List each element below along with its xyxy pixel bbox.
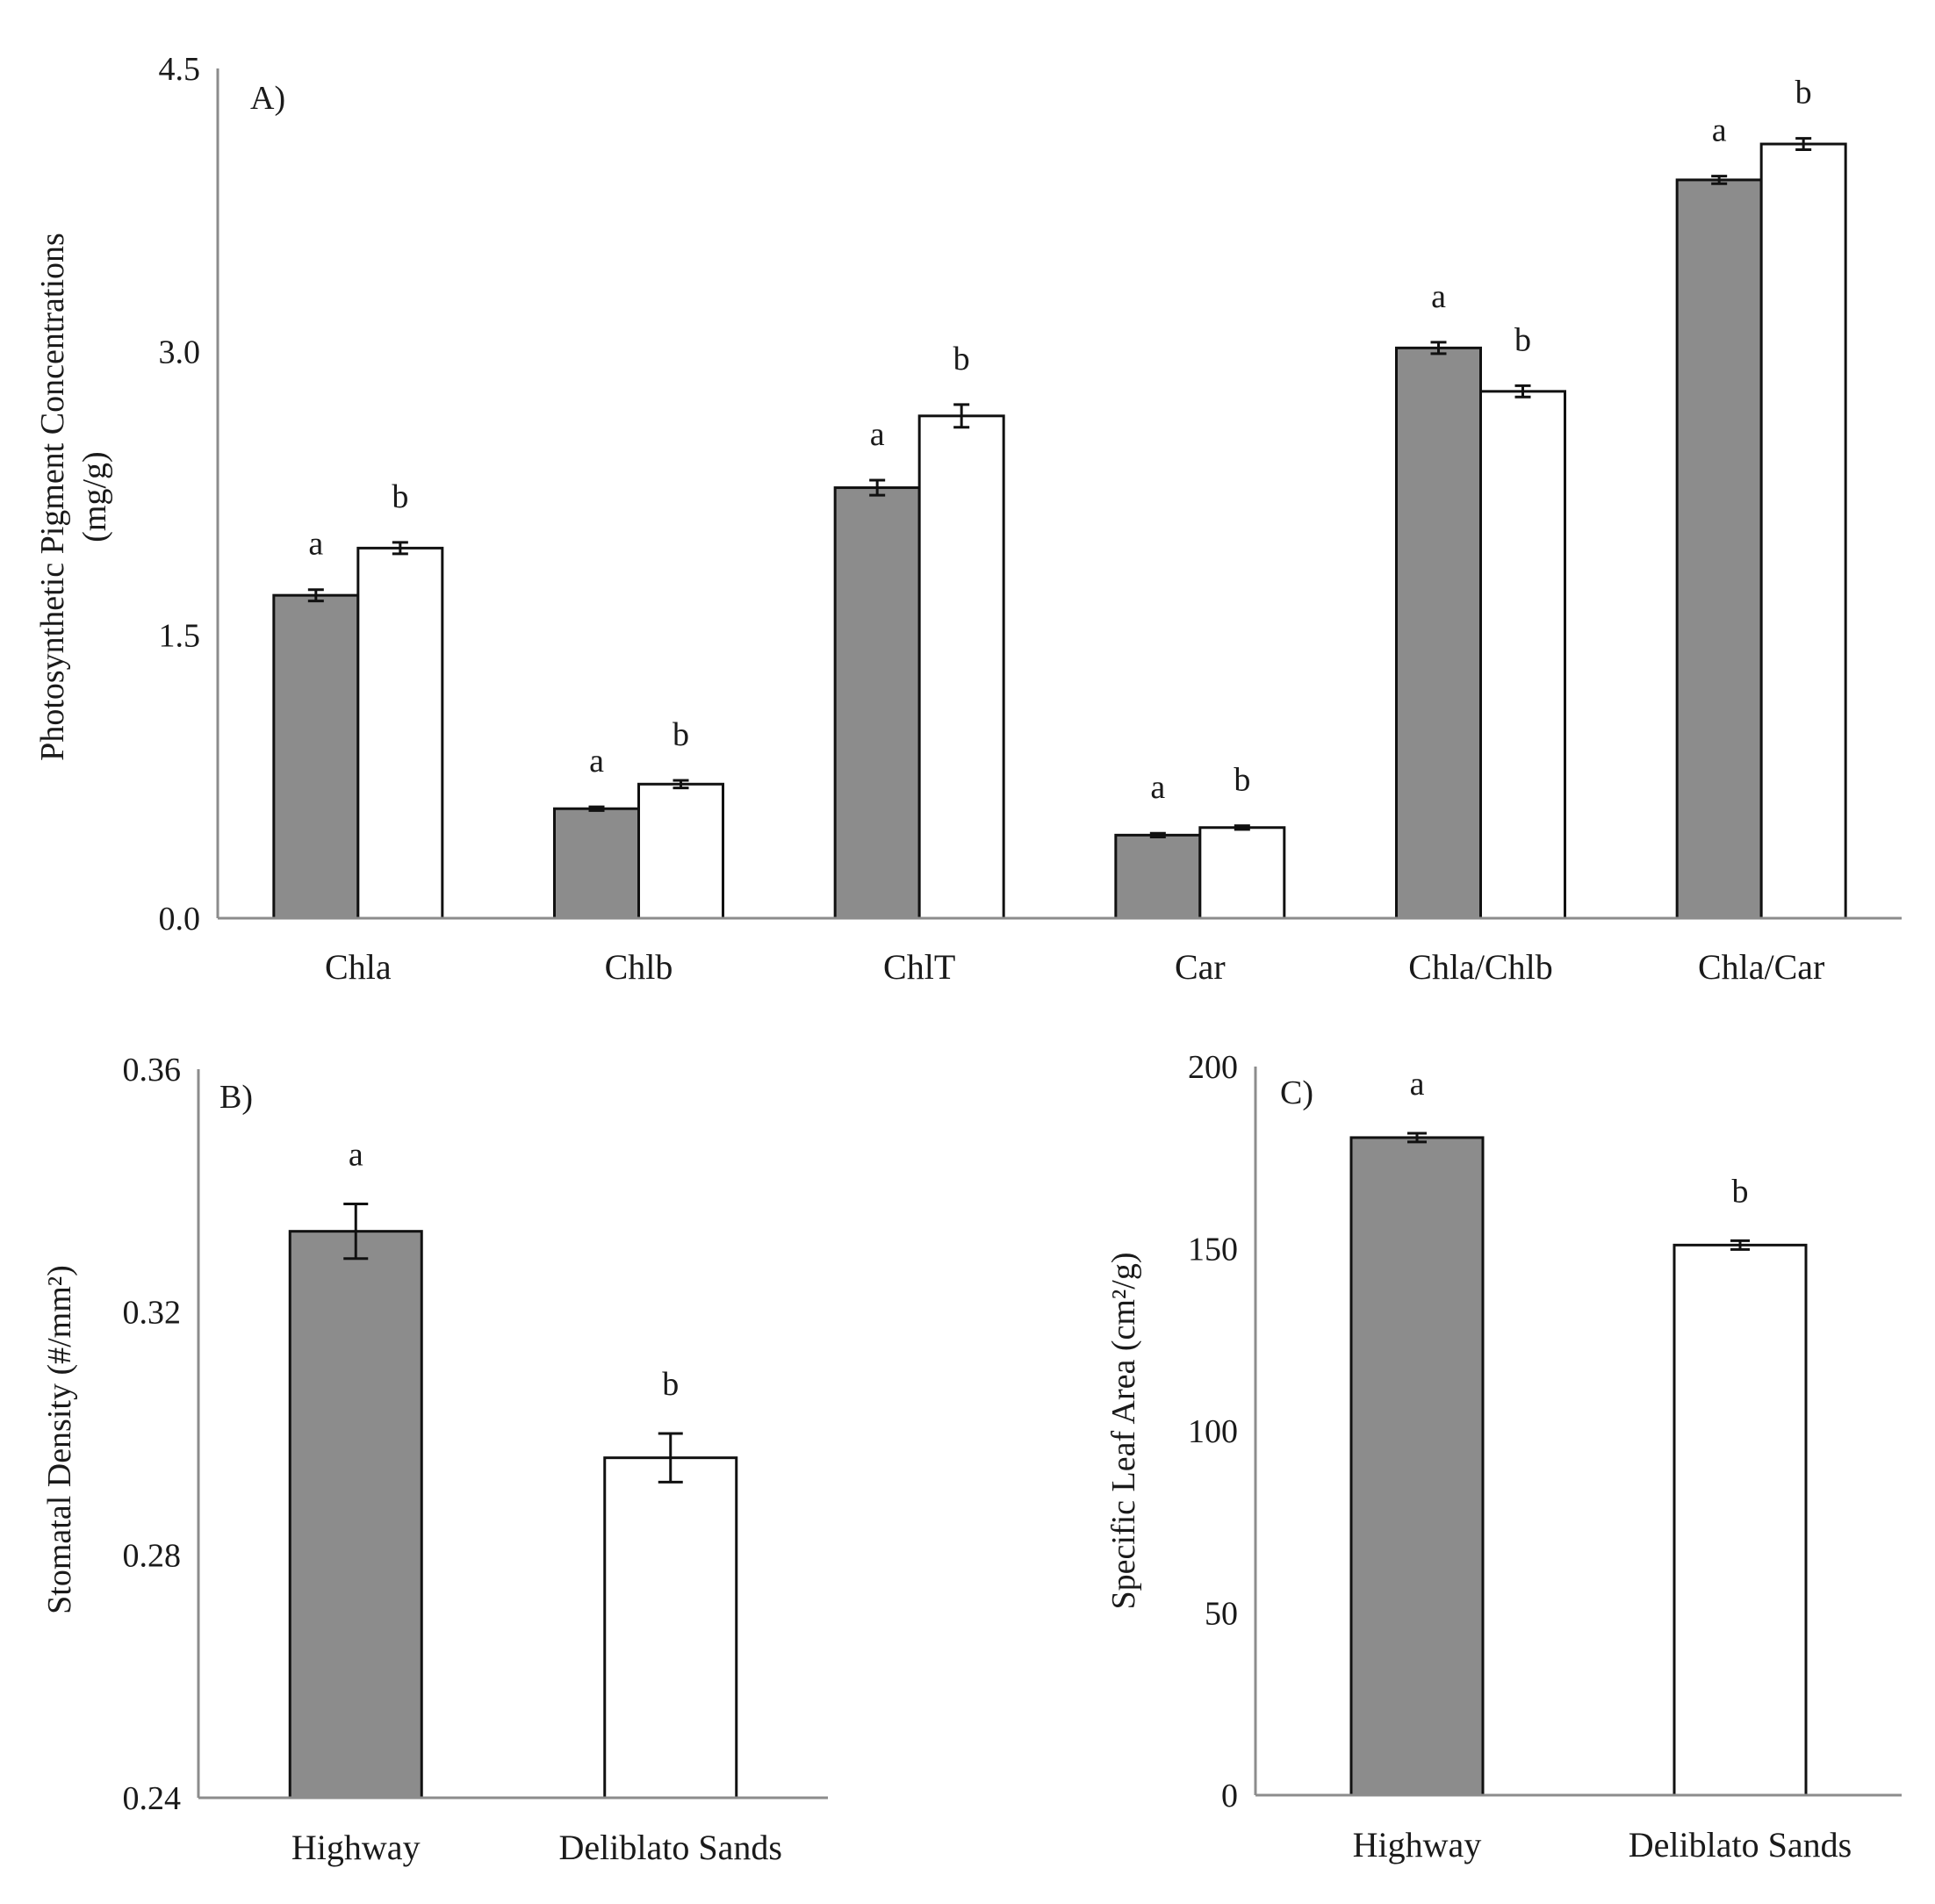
letter-chla-car-deliblato-sands: b — [1795, 75, 1812, 111]
category-label-panel-b-highway: Highway — [291, 1828, 421, 1867]
error-bar-panel-c-deliblato-sands — [1730, 1239, 1750, 1251]
error-bar-panel-b-highway — [343, 1203, 369, 1261]
error-bar-panel-c-highway — [1407, 1132, 1427, 1144]
panel-a-bars — [272, 142, 1847, 920]
letter-chla-car-highway: a — [1712, 112, 1727, 149]
error-bar-chla-deliblato-sands — [392, 541, 408, 556]
letter-chlb-deliblato-sands: b — [673, 716, 689, 753]
panel-c-significance-letters: ab — [1410, 1066, 1749, 1210]
panel-c-label: C) — [1280, 1074, 1313, 1111]
error-bar-car-deliblato-sands — [1234, 824, 1250, 831]
panel-a-significance-letters: a b a b a b a b a b a b — [308, 75, 1811, 807]
letter-chlt-deliblato-sands: b — [953, 341, 970, 377]
panel-c-y-tick-100: 100 — [1188, 1413, 1238, 1450]
panel-b-bars — [288, 1230, 738, 1800]
bar-chlt-highway — [833, 486, 921, 920]
panel-b-label: B) — [219, 1079, 253, 1116]
category-label-chla: Chla — [325, 947, 392, 987]
panel-a-y-tick-1-5: 1.5 — [159, 617, 201, 654]
panel-b-y-tick-0-28: 0.28 — [123, 1537, 182, 1574]
error-bar-chla-car-highway — [1711, 175, 1728, 185]
panel-c-category-labels: Highway Deliblato Sands — [1353, 1825, 1852, 1864]
panel-a-category-labels: Chla Chlb ChlT Car Chla/Chlb Chla/Car — [325, 947, 1824, 987]
error-bar-chlb-deliblato-sands — [673, 779, 689, 790]
bar-chla-car-highway — [1675, 178, 1763, 920]
panel-a-y-axis-title-units: (mg/g) — [76, 451, 113, 542]
letter-car-deliblato-sands: b — [1234, 762, 1250, 799]
bar-panel-c-deliblato-sands — [1672, 1243, 1808, 1797]
panel-a-pigment-chart: A) Photosynthetic Pigment Concentrations… — [34, 51, 1902, 987]
letter-panel-c-highway: a — [1410, 1066, 1425, 1103]
bar-chla-chlb-highway — [1395, 346, 1482, 920]
panel-c-y-axis-title: Specific Leaf Area (cm²/g) — [1105, 1252, 1142, 1609]
panel-c-bars — [1349, 1136, 1808, 1797]
category-label-panel-b-deliblato-sands: Deliblato Sands — [559, 1828, 782, 1867]
category-label-panel-c-deliblato-sands: Deliblato Sands — [1629, 1825, 1852, 1864]
panel-c-y-tick-150: 150 — [1188, 1232, 1238, 1268]
bar-chla-chlb-deliblato-sands — [1479, 390, 1566, 920]
panel-a-y-tick-labels: 0.0 1.5 3.0 4.5 — [159, 51, 201, 938]
error-bar-car-highway — [1149, 831, 1166, 839]
letter-chla-highway: a — [308, 526, 323, 563]
letter-chla-chlb-deliblato-sands: b — [1514, 321, 1531, 358]
panel-a-error-bars — [307, 137, 1812, 839]
letter-chlb-highway: a — [589, 743, 604, 780]
error-bar-chla-chlb-deliblato-sands — [1514, 384, 1531, 399]
category-label-car: Car — [1175, 947, 1226, 987]
panel-b-significance-letters: ab — [349, 1137, 679, 1403]
bar-car-deliblato-sands — [1198, 826, 1286, 920]
letter-panel-c-deliblato-sands: b — [1732, 1173, 1749, 1210]
bar-chla-car-deliblato-sands — [1759, 142, 1847, 920]
panel-c-sla-chart: C) Specific Leaf Area (cm²/g) 0 50 100 150 2… — [1105, 1049, 1902, 1864]
bar-car-highway — [1114, 833, 1202, 920]
panel-c-y-tick-labels: 0 50 100 150 200 — [1188, 1049, 1238, 1814]
error-bar-chla-car-deliblato-sands — [1795, 137, 1812, 151]
category-label-chla-car: Chla/Car — [1698, 947, 1824, 987]
bar-chla-deliblato-sands — [356, 546, 444, 920]
category-label-panel-c-highway: Highway — [1353, 1825, 1482, 1864]
panel-b-y-axis-title: Stomatal Density (#/mm²) — [41, 1265, 78, 1614]
panel-b-y-tick-labels: 0.24 0.28 0.32 0.36 — [123, 1052, 182, 1817]
panel-a-y-tick-4-5: 4.5 — [159, 51, 201, 88]
error-bar-chla-chlb-highway — [1430, 341, 1447, 356]
letter-panel-b-deliblato-sands: b — [662, 1366, 679, 1403]
panel-b-error-bars — [343, 1203, 683, 1484]
bar-chlb-deliblato-sands — [637, 782, 724, 920]
error-bar-chlb-highway — [588, 805, 605, 812]
panel-a-y-tick-3-0: 3.0 — [159, 334, 201, 371]
letter-chlt-highway: a — [870, 416, 885, 453]
bar-panel-c-highway — [1349, 1136, 1485, 1797]
panel-b-y-tick-0-24: 0.24 — [123, 1780, 182, 1817]
panel-a-y-tick-0-0: 0.0 — [159, 901, 201, 938]
category-label-chla-chlb: Chla/Chlb — [1408, 947, 1552, 987]
panel-b-category-labels: Highway Deliblato Sands — [291, 1828, 782, 1867]
bar-chlb-highway — [553, 807, 640, 920]
panel-c-error-bars — [1407, 1132, 1750, 1251]
panel-a-y-axis-title: Photosynthetic Pigment Concentrations — [34, 233, 71, 761]
error-bar-chlt-highway — [869, 478, 886, 497]
letter-car-highway: a — [1150, 769, 1165, 806]
error-bar-chla-highway — [307, 588, 324, 603]
letter-panel-b-highway: a — [349, 1137, 363, 1174]
panel-c-y-tick-200: 200 — [1188, 1049, 1238, 1086]
category-label-chlb: Chlb — [605, 947, 673, 987]
panel-b-y-tick-0-32: 0.32 — [123, 1295, 182, 1332]
category-label-chlt: ChlT — [883, 947, 955, 987]
bar-chla-highway — [272, 593, 360, 920]
panel-b-stomatal-chart: B) Stomatal Density (#/mm²) 0.24 0.28 0.32… — [41, 1052, 828, 1867]
panel-a-label: A) — [250, 80, 285, 117]
error-bar-chlt-deliblato-sands — [953, 403, 970, 429]
letter-chla-chlb-highway: a — [1431, 278, 1446, 315]
bar-panel-b-deliblato-sands — [603, 1456, 738, 1800]
error-bar-panel-b-deliblato-sands — [658, 1432, 683, 1484]
letter-chla-deliblato-sands: b — [392, 478, 408, 515]
bar-panel-b-highway — [288, 1230, 423, 1800]
panel-b-y-tick-0-36: 0.36 — [123, 1052, 182, 1089]
panel-c-y-tick-0: 0 — [1221, 1778, 1238, 1814]
bar-chlt-deliblato-sands — [917, 414, 1005, 920]
panel-c-y-tick-50: 50 — [1205, 1596, 1238, 1633]
